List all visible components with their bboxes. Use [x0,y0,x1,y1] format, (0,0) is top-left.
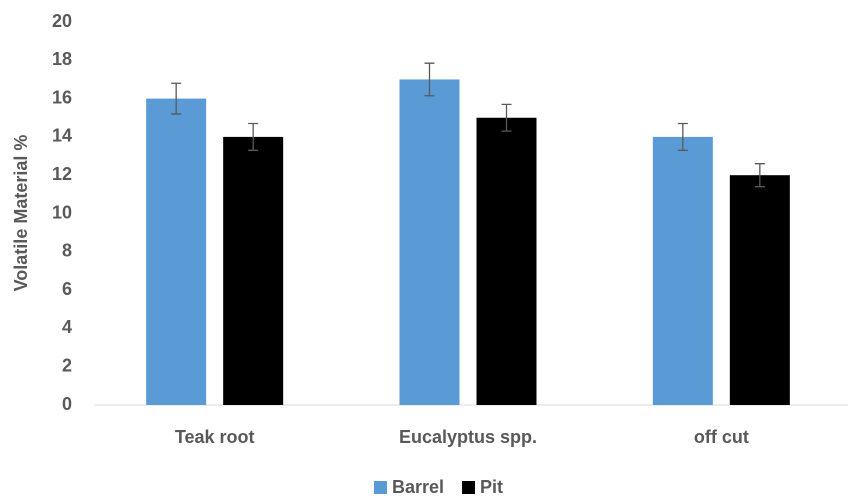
y-axis-label: Volatile Material % [11,135,31,292]
error-bar [248,122,259,151]
error-bar [677,122,688,151]
error-bar [171,82,182,115]
bar [223,136,284,405]
y-tick-label: 18 [52,49,72,69]
y-tick-label: 12 [52,164,72,184]
error-bar [424,62,435,97]
y-tick-label: 10 [52,202,72,222]
y-tick-label: 4 [62,317,72,337]
x-tick-label: Eucalyptus spp. [399,427,537,447]
y-tick-label: 16 [52,87,72,107]
y-tick-label: 8 [62,241,72,261]
error-bar [754,163,765,188]
x-tick-label: Teak root [175,427,255,447]
bar [146,98,207,405]
y-tick-label: 0 [62,394,72,414]
bar [476,117,537,405]
legend-label: Barrel [392,477,444,497]
legend-label: Pit [480,477,503,497]
y-tick-label: 14 [52,126,72,146]
bar [399,79,460,405]
x-tick-label: off cut [694,427,749,447]
y-tick-label: 20 [52,11,72,31]
y-tick-label: 2 [62,355,72,375]
bar [729,175,790,405]
bar [652,136,713,405]
error-bar [501,103,512,132]
legend-swatch [462,481,476,494]
y-tick-label: 6 [62,279,72,299]
legend-swatch [374,481,387,494]
